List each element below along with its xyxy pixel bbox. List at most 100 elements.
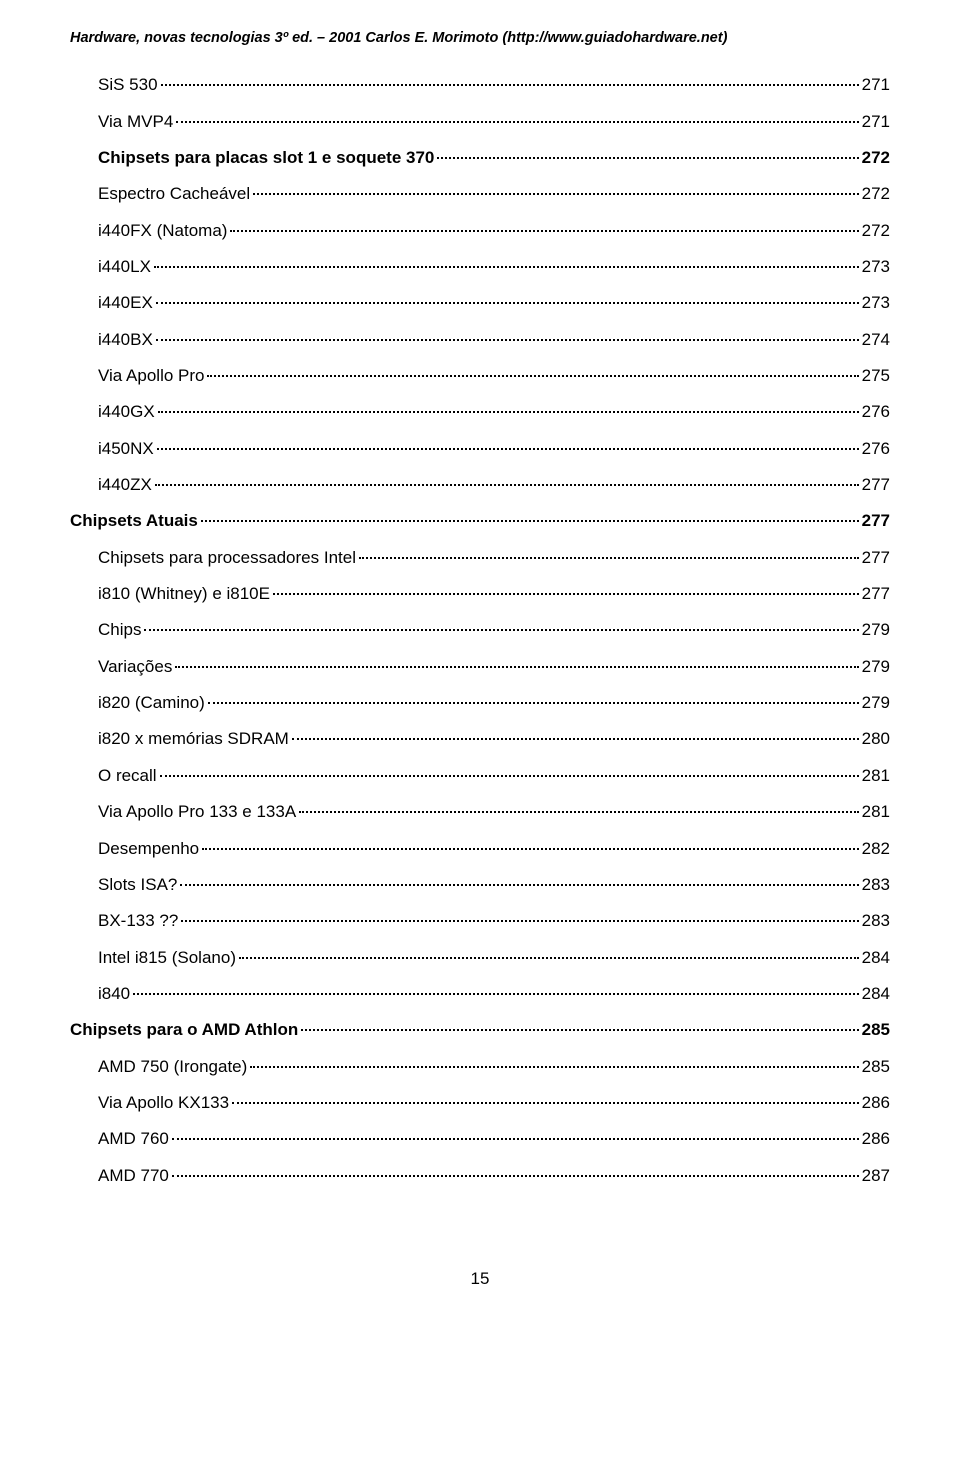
toc-leader <box>292 738 859 740</box>
toc-title: i840 <box>98 981 130 1007</box>
toc-page: 286 <box>862 1126 890 1152</box>
toc-leader <box>172 1138 859 1140</box>
toc-page: 274 <box>862 327 890 353</box>
toc-page: 285 <box>862 1017 890 1043</box>
toc-title: O recall <box>98 763 157 789</box>
toc-page: 282 <box>862 836 890 862</box>
toc-line: Slots ISA? 283 <box>70 872 890 898</box>
toc-leader <box>176 121 858 123</box>
toc-title: Via Apollo Pro <box>98 363 204 389</box>
toc-page: 286 <box>862 1090 890 1116</box>
toc-page: 284 <box>862 945 890 971</box>
toc-leader <box>181 920 858 922</box>
toc-line: Variações 279 <box>70 654 890 680</box>
toc-leader <box>437 157 858 159</box>
toc-page: 273 <box>862 290 890 316</box>
toc-title: Variações <box>98 654 172 680</box>
toc-line: BX-133 ??283 <box>70 908 890 934</box>
toc-page: 285 <box>862 1054 890 1080</box>
toc-leader <box>156 302 859 304</box>
toc-leader <box>158 411 859 413</box>
toc-line: SiS 530 271 <box>70 72 890 98</box>
toc-title: Slots ISA? <box>98 872 177 898</box>
toc-title: Intel i815 (Solano) <box>98 945 236 971</box>
toc-title: i440GX <box>98 399 155 425</box>
toc-page: 283 <box>862 908 890 934</box>
toc-line: i440GX 276 <box>70 399 890 425</box>
toc-title: AMD 750 (Irongate) <box>98 1054 247 1080</box>
toc-title: SiS 530 <box>98 72 158 98</box>
page-number: 15 <box>471 1269 490 1288</box>
toc-line: Chipsets para placas slot 1 e soquete 37… <box>70 145 890 171</box>
toc-leader <box>157 448 859 450</box>
toc-leader <box>180 884 858 886</box>
toc-page: 277 <box>862 508 890 534</box>
toc-title: i440BX <box>98 327 153 353</box>
toc-leader <box>301 1029 858 1031</box>
toc-page: 284 <box>862 981 890 1007</box>
toc-line: i440LX273 <box>70 254 890 280</box>
toc-page: 287 <box>862 1163 890 1189</box>
toc-leader <box>155 484 859 486</box>
toc-title: Chipsets para placas slot 1 e soquete 37… <box>98 145 434 171</box>
toc-line: Desempenho282 <box>70 836 890 862</box>
toc-leader <box>250 1066 858 1068</box>
toc-line: AMD 760 286 <box>70 1126 890 1152</box>
toc-page: 279 <box>862 690 890 716</box>
toc-leader <box>273 593 859 595</box>
toc-title: Via Apollo Pro 133 e 133A <box>98 799 296 825</box>
toc-title: i440LX <box>98 254 151 280</box>
toc-line: Chips 279 <box>70 617 890 643</box>
toc-line: Via Apollo KX133286 <box>70 1090 890 1116</box>
toc-line: Via Apollo Pro 133 e 133A 281 <box>70 799 890 825</box>
toc-leader <box>133 993 858 995</box>
toc-page: 276 <box>862 399 890 425</box>
toc-line: Espectro Cacheável272 <box>70 181 890 207</box>
toc-line: Chipsets para processadores Intel277 <box>70 545 890 571</box>
toc-title: i820 (Camino) <box>98 690 205 716</box>
toc-page: 277 <box>862 581 890 607</box>
toc-title: Chips <box>98 617 141 643</box>
toc-title: AMD 760 <box>98 1126 169 1152</box>
header-text: Hardware, novas tecnologias 3º ed. – 200… <box>70 30 727 46</box>
toc-line: i810 (Whitney) e i810E 277 <box>70 581 890 607</box>
toc-page: 279 <box>862 654 890 680</box>
toc-line: i840 284 <box>70 981 890 1007</box>
toc-line: Intel i815 (Solano) 284 <box>70 945 890 971</box>
toc-leader <box>299 811 858 813</box>
toc-page: 281 <box>862 799 890 825</box>
toc-line: i440BX 274 <box>70 327 890 353</box>
toc-leader <box>161 84 859 86</box>
toc-line: i440ZX277 <box>70 472 890 498</box>
toc-title: Espectro Cacheável <box>98 181 250 207</box>
toc-line: i440FX (Natoma) 272 <box>70 218 890 244</box>
toc-line: Via MVP4271 <box>70 109 890 135</box>
toc-line: i440EX273 <box>70 290 890 316</box>
toc-title: Chipsets Atuais <box>70 508 198 534</box>
toc-title: i810 (Whitney) e i810E <box>98 581 270 607</box>
toc-title: Chipsets para processadores Intel <box>98 545 356 571</box>
toc-leader <box>208 702 859 704</box>
toc-page: 283 <box>862 872 890 898</box>
toc-line: i820 x memórias SDRAM280 <box>70 726 890 752</box>
toc-page: 279 <box>862 617 890 643</box>
toc-page: 276 <box>862 436 890 462</box>
toc-page: 280 <box>862 726 890 752</box>
toc-page: 271 <box>862 109 890 135</box>
toc-leader <box>253 193 858 195</box>
toc-line: Chipsets para o AMD Athlon285 <box>70 1017 890 1043</box>
toc-title: i450NX <box>98 436 154 462</box>
toc-leader <box>154 266 859 268</box>
toc-page: 272 <box>862 218 890 244</box>
toc-line: O recall281 <box>70 763 890 789</box>
toc-title: i440FX (Natoma) <box>98 218 227 244</box>
toc-leader <box>232 1102 859 1104</box>
toc-leader <box>175 666 858 668</box>
toc-leader <box>156 339 859 341</box>
toc-title: i440ZX <box>98 472 152 498</box>
page-footer: 15 <box>70 1269 890 1289</box>
toc-line: i820 (Camino) 279 <box>70 690 890 716</box>
toc-page: 271 <box>862 72 890 98</box>
toc-line: AMD 750 (Irongate) 285 <box>70 1054 890 1080</box>
toc-leader <box>144 629 858 631</box>
